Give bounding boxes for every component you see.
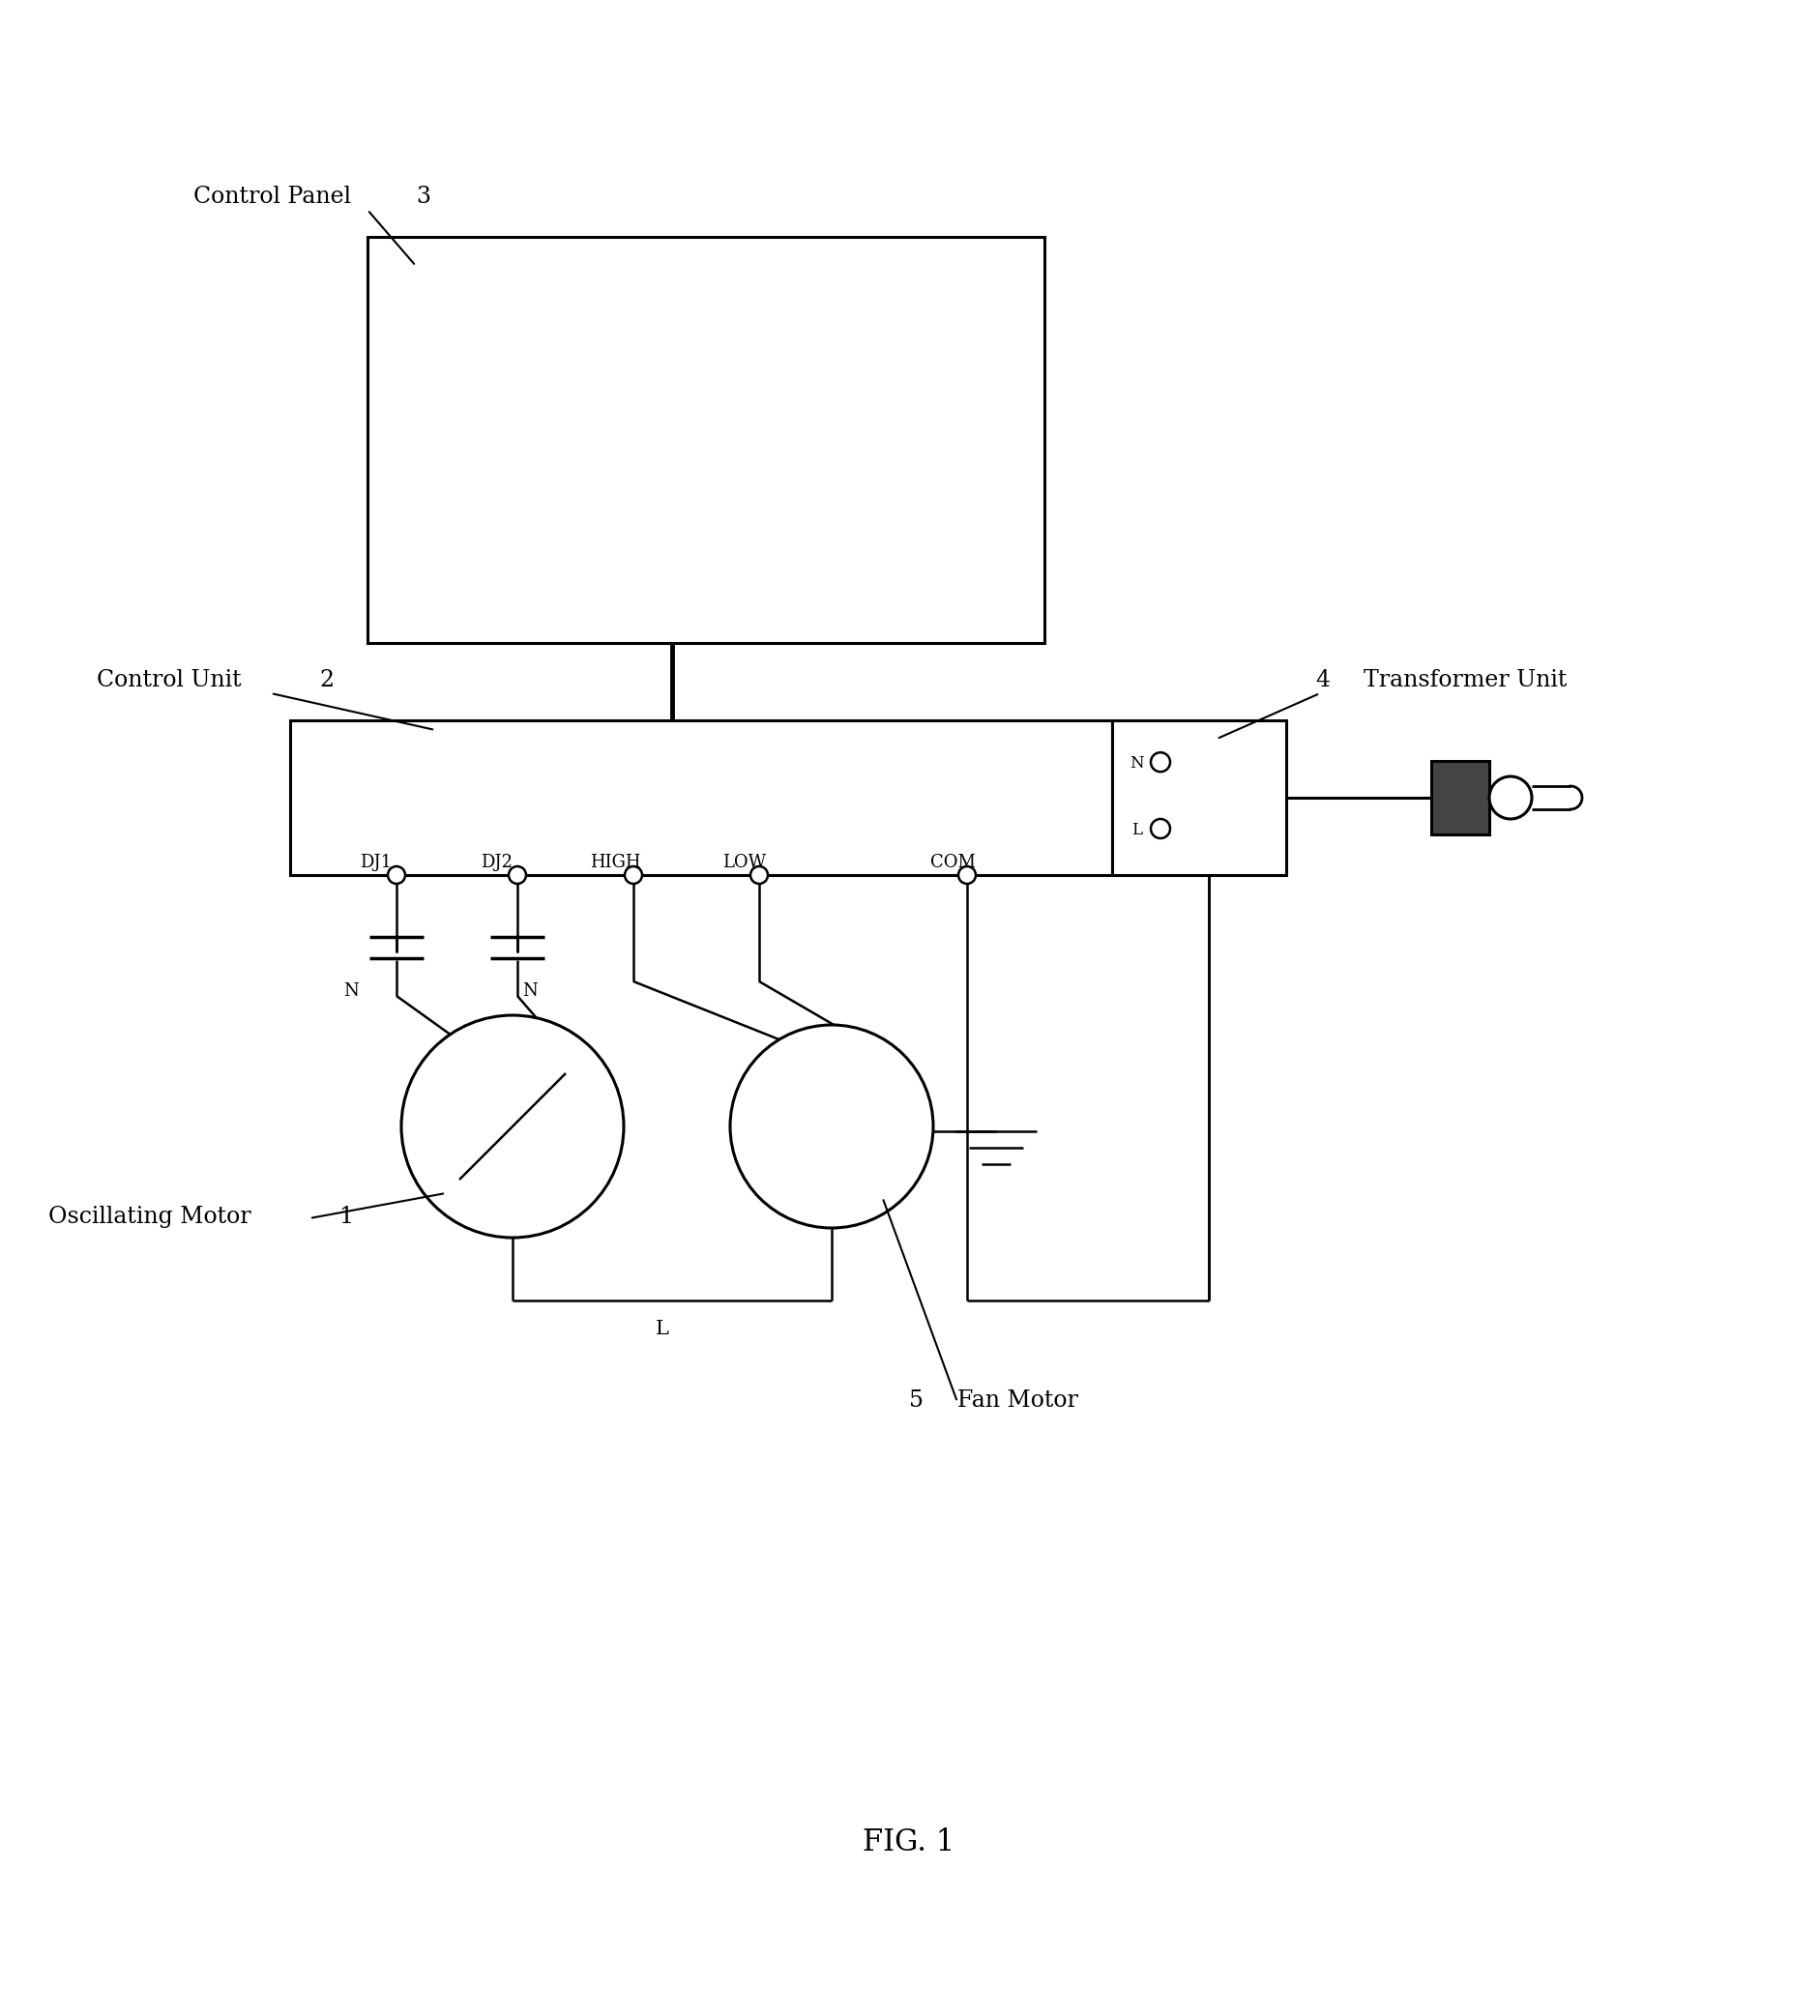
Circle shape: [1489, 776, 1531, 818]
Text: 1: 1: [339, 1206, 353, 1228]
Text: DJ2: DJ2: [480, 855, 511, 871]
Circle shape: [388, 867, 406, 883]
Circle shape: [1150, 818, 1170, 839]
Text: 4: 4: [1314, 669, 1329, 691]
Text: N: N: [522, 982, 537, 1000]
Circle shape: [1150, 752, 1170, 772]
Text: DJ1: DJ1: [360, 855, 391, 871]
Text: N: N: [1128, 756, 1143, 772]
Text: L: L: [1130, 823, 1141, 839]
Bar: [1112, 720, 1285, 875]
Circle shape: [508, 867, 526, 883]
Text: 2: 2: [318, 669, 333, 691]
Text: COM: COM: [930, 855, 976, 871]
Text: 3: 3: [415, 185, 430, 208]
Text: Transformer Unit: Transformer Unit: [1363, 669, 1567, 691]
Text: 5: 5: [908, 1389, 923, 1411]
Bar: [289, 720, 1112, 875]
Bar: [1431, 760, 1489, 835]
Text: HIGH: HIGH: [590, 855, 641, 871]
Bar: [368, 238, 1045, 643]
Text: Fan Motor: Fan Motor: [957, 1389, 1077, 1411]
Circle shape: [730, 1024, 932, 1228]
Text: Control Panel: Control Panel: [193, 185, 351, 208]
Text: FIG. 1: FIG. 1: [863, 1826, 954, 1857]
Circle shape: [750, 867, 768, 883]
Text: L: L: [655, 1320, 668, 1339]
Text: Control Unit: Control Unit: [96, 669, 242, 691]
Text: N: N: [344, 982, 359, 1000]
Circle shape: [957, 867, 976, 883]
Text: Oscillating Motor: Oscillating Motor: [49, 1206, 251, 1228]
Circle shape: [624, 867, 642, 883]
Text: LOW: LOW: [723, 855, 766, 871]
Circle shape: [400, 1016, 624, 1238]
